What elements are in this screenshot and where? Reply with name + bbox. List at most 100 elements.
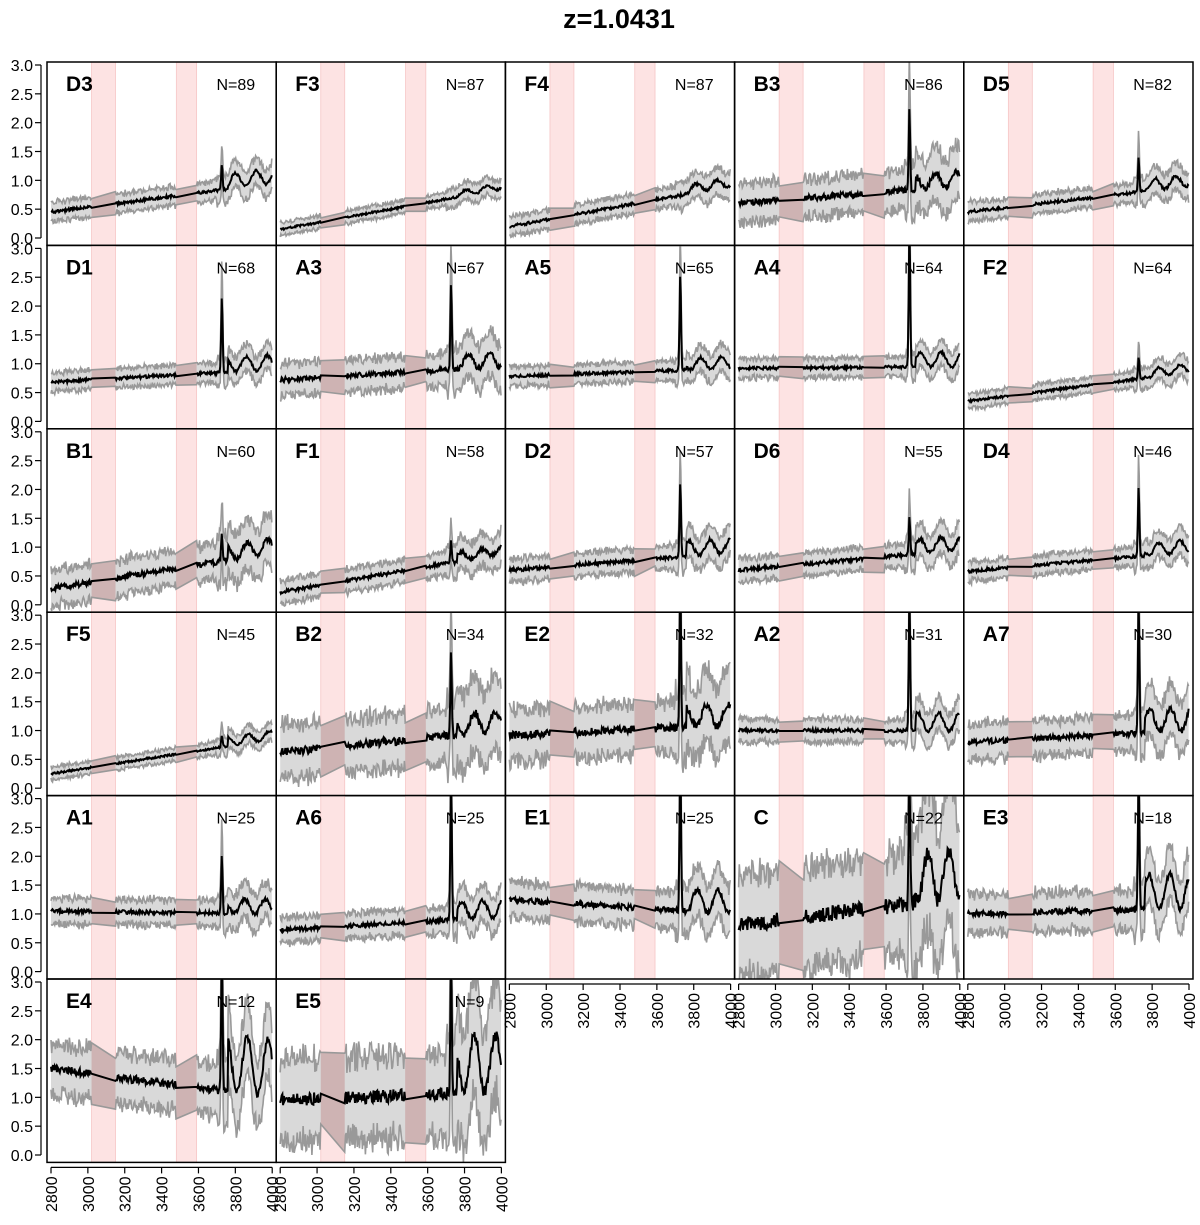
shaded-band <box>175 62 198 246</box>
shaded-band <box>320 245 346 429</box>
y-tick-label: 0.5 <box>11 202 33 219</box>
shaded-band <box>549 62 575 246</box>
shaded-band <box>634 428 656 613</box>
y-tick-label: 3.0 <box>11 425 33 442</box>
panel-count: N=68 <box>216 260 255 277</box>
y-tick-label: 3.0 <box>11 975 33 992</box>
mean-spectrum-line <box>966 795 1190 920</box>
gap-fill <box>863 852 885 950</box>
gap-fill <box>549 552 574 579</box>
y-tick-label: 0.0 <box>11 965 33 982</box>
mean-spectrum-line <box>279 540 502 596</box>
panel-e5: E5 N=9 <box>275 978 507 1164</box>
y-axis: 0.0 0.5 1.0 1.5 2.0 2.5 3.0 <box>11 241 42 431</box>
lower-envelope-line <box>967 626 1190 768</box>
y-tick-label: 1.5 <box>11 695 33 712</box>
lower-envelope-line <box>508 292 731 392</box>
panel-count: N=57 <box>675 444 714 461</box>
upper-envelope-line <box>508 612 731 719</box>
x-tick-label: 2800 <box>502 993 519 1029</box>
panel-count: N=87 <box>446 77 485 94</box>
shaded-band <box>1092 62 1114 246</box>
mean-spectrum-line <box>967 487 1190 575</box>
gap-fill <box>779 860 804 971</box>
shaded-band <box>863 612 885 796</box>
x-tick-label: 3000 <box>768 993 785 1029</box>
panel-count: N=64 <box>1133 260 1172 277</box>
panel-label: A2 <box>754 623 781 646</box>
upper-envelope-line <box>279 245 502 371</box>
x-tick-label: 3800 <box>458 1176 475 1212</box>
y-tick-label: 0.5 <box>11 386 33 403</box>
panel-a7: A7 N=30 <box>963 611 1194 797</box>
mean-spectrum-line <box>508 276 731 380</box>
lower-envelope-line <box>50 736 273 784</box>
y-tick-label: 1.5 <box>11 878 33 895</box>
panel-count: N=31 <box>904 627 943 644</box>
panel-label: E5 <box>295 990 321 1013</box>
shaded-band <box>778 612 804 796</box>
upper-envelope-line <box>967 795 1190 902</box>
mean-spectrum-line <box>50 855 273 919</box>
x-tick-label: 3400 <box>842 993 859 1029</box>
y-tick-label: 2.5 <box>11 454 33 471</box>
y-tick-label: 0.5 <box>11 569 33 586</box>
x-tick-label: 3600 <box>421 1176 438 1212</box>
y-tick-label: 2.5 <box>11 1004 33 1021</box>
mean-spectrum-line <box>967 612 1190 748</box>
shaded-band <box>778 428 804 613</box>
y-tick-label: 2.5 <box>11 87 33 104</box>
x-tick-label: 3800 <box>687 993 704 1029</box>
panel-label: E3 <box>983 807 1009 830</box>
y-tick-label: 0.5 <box>11 752 33 769</box>
shaded-band <box>405 62 427 246</box>
panel-count: N=32 <box>675 627 714 644</box>
y-tick-label: 2.0 <box>11 666 33 683</box>
panel-f1: F1 N=58 <box>275 428 507 613</box>
upper-envelope-line <box>967 130 1190 207</box>
panel-count: N=67 <box>446 260 485 277</box>
mean-spectrum-line <box>508 612 732 742</box>
panel-b1: B1 N=60 <box>46 428 277 613</box>
gap-fill <box>1008 894 1033 932</box>
panel-d2: D2 N=57 <box>504 428 736 613</box>
shaded-band <box>91 245 116 429</box>
y-axis: 0.0 0.5 1.0 1.5 2.0 2.5 3.0 <box>11 792 42 982</box>
x-tick-label: 3400 <box>613 993 630 1029</box>
x-tick-label: 3000 <box>998 993 1015 1029</box>
mean-spectrum-line <box>50 298 273 387</box>
y-tick-label: 2.5 <box>11 270 33 287</box>
mean-spectrum-line <box>737 612 960 736</box>
lower-envelope-line <box>967 368 1189 413</box>
panel-d4: D4 N=46 <box>963 428 1194 613</box>
panel-a1: A1 N=25 <box>46 794 277 980</box>
upper-envelope-line <box>279 173 502 226</box>
lower-envelope-line <box>279 1019 502 1163</box>
upper-envelope-line <box>967 454 1190 568</box>
upper-envelope-line <box>967 612 1190 730</box>
gap-fill <box>91 897 116 927</box>
shaded-band <box>1092 612 1114 796</box>
mean-spectrum-line <box>966 157 1190 216</box>
y-tick-label: 1.5 <box>11 145 33 162</box>
panel-label: E4 <box>66 990 92 1013</box>
shaded-band <box>91 795 116 979</box>
upper-envelope-line <box>737 612 961 726</box>
shaded-band <box>778 245 804 429</box>
panel-count: N=55 <box>904 444 943 461</box>
error-envelope <box>967 454 1189 585</box>
upper-envelope-line <box>737 488 961 564</box>
lower-envelope-line <box>737 612 961 753</box>
panel-count: N=9 <box>455 994 485 1011</box>
lower-envelope-line <box>279 681 502 787</box>
mean-spectrum-line <box>737 517 961 574</box>
gap-fill <box>320 568 345 594</box>
error-envelope <box>509 165 731 238</box>
upper-envelope-line <box>50 146 273 206</box>
panel-d3: D3 N=89 <box>46 61 277 247</box>
panel-count: N=12 <box>216 994 255 1011</box>
shaded-band <box>405 795 427 979</box>
lower-envelope-line <box>279 313 502 402</box>
lower-envelope-line <box>50 872 273 940</box>
x-axis: 2800 3000 3200 3400 3600 3800 4000 <box>732 983 970 1029</box>
